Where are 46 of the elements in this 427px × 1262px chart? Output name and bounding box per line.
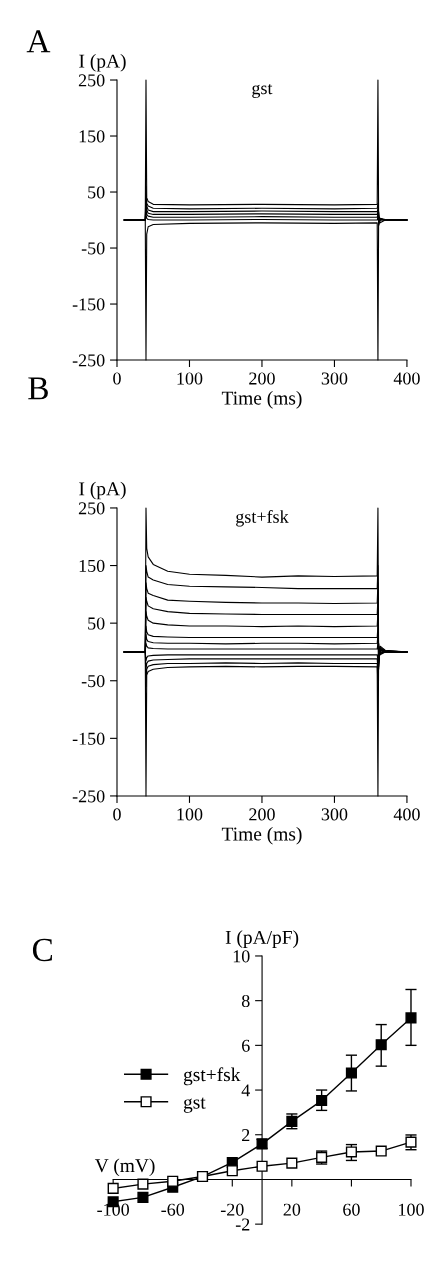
x-tick-label: 400 [393,808,420,821]
text: A [26,30,51,53]
text: B [28,377,48,400]
y-axis-title: I (pA/pF) [225,930,299,948]
x-axis-title: V (mV) [94,1158,155,1177]
y-tick-label: 150 [79,559,105,572]
x-tick-label: 300 [321,372,348,385]
y-tick-label: 10 [233,950,250,963]
y-tick-label: -150 [72,298,105,311]
x-tick-label: 100 [177,372,203,385]
x-tick-label: -20 [220,1203,244,1216]
y-tick-label: 150 [79,130,105,143]
y-tick-label: -2 [235,1218,250,1231]
y-tick-label: -50 [81,242,105,255]
x-tick-label: 0 [113,372,121,385]
y-tick-label: 2 [242,1129,250,1142]
y-tick-label: 50 [88,617,105,630]
y-tick-label: -250 [72,790,105,803]
y-tick-label: 4 [241,1084,250,1097]
x-tick-label: -60 [161,1203,185,1216]
x-tick-label: 200 [249,808,275,821]
y-tick-label: 250 [78,74,105,87]
chart-title: gst+fsk [236,509,289,527]
y-axis-title: I (pA) [79,53,126,72]
chart-title: gst [252,83,273,98]
y-tick-label: -50 [81,675,105,688]
y-tick-label: 250 [78,502,105,515]
y-tick-label: 8 [241,994,250,1008]
y-tick-label: -250 [72,354,105,367]
x-tick-label: 200 [249,372,275,385]
x-tick-label: 100 [177,808,203,821]
x-tick-label: 20 [283,1203,301,1216]
y-axis-title: I (pA) [79,481,126,500]
y-tick-label: 50 [88,186,105,199]
x-tick-label: 300 [321,808,348,821]
text: C [32,938,52,962]
x-axis-title: Time (ms) [221,826,302,845]
y-tick-label: -150 [72,732,105,745]
x-tick-label: 400 [393,372,420,385]
legend-label: gst+fsk [183,1067,241,1086]
x-tick-label: 0 [113,808,121,821]
y-tick-label: 6 [242,1039,250,1052]
x-tick-label: 100 [399,1203,424,1216]
x-tick-label: 60 [343,1203,360,1216]
legend-label: gst [183,1097,206,1113]
x-axis-title: Time (ms) [221,391,302,409]
